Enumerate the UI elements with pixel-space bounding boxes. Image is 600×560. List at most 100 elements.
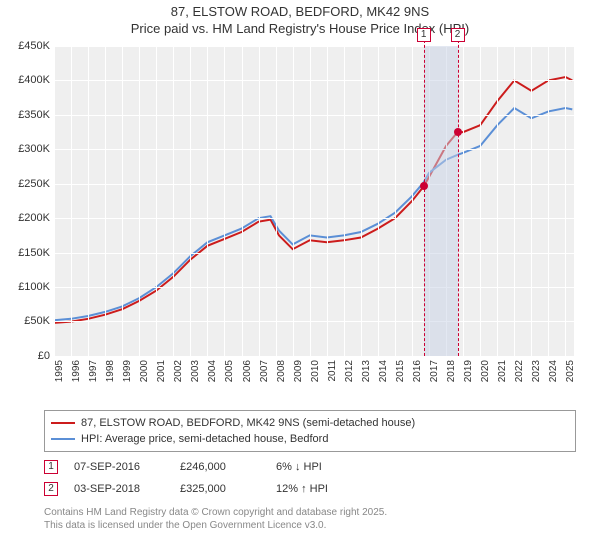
xtick-label: 2004 (207, 360, 218, 390)
gridline-y (54, 218, 574, 219)
legend-swatch (51, 438, 75, 440)
gridline-y (54, 184, 574, 185)
xtick-label: 2016 (412, 360, 423, 390)
xtick-label: 1999 (122, 360, 133, 390)
ytick-label: £400K (10, 74, 50, 86)
transaction-dot (454, 128, 462, 136)
legend-swatch (51, 422, 75, 424)
legend-item: HPI: Average price, semi-detached house,… (51, 431, 569, 447)
xtick-label: 2014 (378, 360, 389, 390)
transactions-table: 107-SEP-2016£246,0006% ↓ HPI203-SEP-2018… (44, 456, 576, 500)
series-line (54, 108, 572, 320)
xtick-label: 2009 (293, 360, 304, 390)
gridline-y (54, 80, 574, 81)
xtick-label: 2025 (565, 360, 576, 390)
gridline-y (54, 321, 574, 322)
gridline-x (361, 46, 362, 356)
chart-svg (54, 46, 574, 356)
gridline-x (480, 46, 481, 356)
gridline-x (139, 46, 140, 356)
gridline-x (276, 46, 277, 356)
gridline-x (531, 46, 532, 356)
transaction-row: 203-SEP-2018£325,00012% ↑ HPI (44, 478, 576, 500)
chart-title-line1: 87, ELSTOW ROAD, BEDFORD, MK42 9NS (0, 0, 600, 21)
xtick-label: 2024 (548, 360, 559, 390)
transaction-row-marker: 1 (44, 460, 58, 474)
xtick-label: 2008 (276, 360, 287, 390)
xtick-label: 2023 (531, 360, 542, 390)
gridline-x (514, 46, 515, 356)
highlight-band (424, 46, 458, 356)
ytick-label: £0 (10, 350, 50, 362)
xtick-label: 1998 (105, 360, 116, 390)
gridline-x (242, 46, 243, 356)
footer-line2: This data is licensed under the Open Gov… (44, 519, 576, 532)
chart-title-line2: Price paid vs. HM Land Registry's House … (0, 21, 600, 36)
gridline-x (259, 46, 260, 356)
footer-line1: Contains HM Land Registry data © Crown c… (44, 506, 576, 519)
gridline-x (105, 46, 106, 356)
xtick-label: 2021 (497, 360, 508, 390)
gridline-y (54, 356, 574, 357)
xtick-label: 2003 (190, 360, 201, 390)
gridline-y (54, 253, 574, 254)
xtick-label: 2011 (327, 360, 338, 390)
ytick-label: £100K (10, 281, 50, 293)
gridline-x (327, 46, 328, 356)
transaction-dot (420, 182, 428, 190)
ytick-label: £300K (10, 143, 50, 155)
ytick-label: £450K (10, 40, 50, 52)
xtick-label: 2002 (173, 360, 184, 390)
xtick-label: 2015 (395, 360, 406, 390)
plot-area: 12 (54, 46, 574, 356)
xtick-label: 2020 (480, 360, 491, 390)
transaction-line (424, 30, 425, 356)
chart-container: 12 £0£50K£100K£150K£200K£250K£300K£350K£… (10, 42, 590, 402)
ytick-label: £250K (10, 178, 50, 190)
transaction-marker: 1 (417, 28, 431, 42)
gridline-x (310, 46, 311, 356)
series-line (54, 77, 572, 323)
legend-item: 87, ELSTOW ROAD, BEDFORD, MK42 9NS (semi… (51, 415, 569, 431)
gridline-x (54, 46, 55, 356)
xtick-label: 2019 (463, 360, 474, 390)
gridline-x (412, 46, 413, 356)
gridline-x (88, 46, 89, 356)
gridline-x (395, 46, 396, 356)
gridline-x (207, 46, 208, 356)
xtick-label: 2010 (310, 360, 321, 390)
xtick-label: 2017 (429, 360, 440, 390)
transaction-row: 107-SEP-2016£246,0006% ↓ HPI (44, 456, 576, 478)
ytick-label: £150K (10, 247, 50, 259)
gridline-x (71, 46, 72, 356)
xtick-label: 2012 (344, 360, 355, 390)
gridline-x (497, 46, 498, 356)
gridline-y (54, 287, 574, 288)
ytick-label: £50K (10, 315, 50, 327)
legend-label: 87, ELSTOW ROAD, BEDFORD, MK42 9NS (semi… (81, 417, 415, 429)
xtick-label: 2018 (446, 360, 457, 390)
gridline-y (54, 149, 574, 150)
gridline-x (293, 46, 294, 356)
gridline-y (54, 115, 574, 116)
ytick-label: £200K (10, 212, 50, 224)
xtick-label: 2001 (156, 360, 167, 390)
xtick-label: 2005 (224, 360, 235, 390)
xtick-label: 2000 (139, 360, 150, 390)
gridline-x (463, 46, 464, 356)
xtick-label: 2007 (259, 360, 270, 390)
xtick-label: 1995 (54, 360, 65, 390)
legend-box: 87, ELSTOW ROAD, BEDFORD, MK42 9NS (semi… (44, 410, 576, 452)
footer-attribution: Contains HM Land Registry data © Crown c… (44, 506, 576, 532)
xtick-label: 1996 (71, 360, 82, 390)
gridline-x (173, 46, 174, 356)
transaction-row-marker: 2 (44, 482, 58, 496)
xtick-label: 2006 (242, 360, 253, 390)
legend-label: HPI: Average price, semi-detached house,… (81, 433, 328, 445)
gridline-x (548, 46, 549, 356)
transaction-price: £246,000 (180, 461, 260, 473)
gridline-y (54, 46, 574, 47)
xtick-label: 2013 (361, 360, 372, 390)
gridline-x (190, 46, 191, 356)
transaction-price: £325,000 (180, 483, 260, 495)
